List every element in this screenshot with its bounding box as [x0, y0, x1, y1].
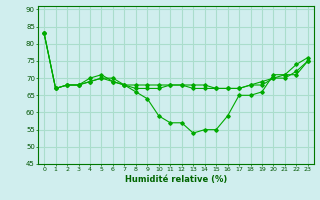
X-axis label: Humidité relative (%): Humidité relative (%) [125, 175, 227, 184]
